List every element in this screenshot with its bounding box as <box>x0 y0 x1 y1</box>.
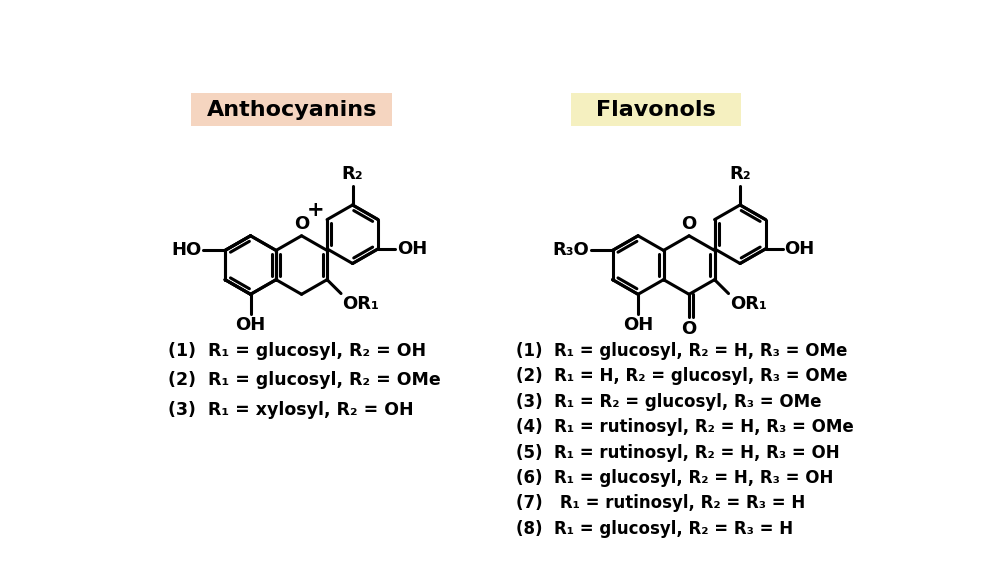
Text: OR₁: OR₁ <box>343 295 379 313</box>
Text: O: O <box>681 215 697 233</box>
FancyBboxPatch shape <box>571 93 741 126</box>
FancyBboxPatch shape <box>191 93 392 126</box>
Text: (3)  R₁ = R₂ = glucosyl, R₃ = OMe: (3) R₁ = R₂ = glucosyl, R₃ = OMe <box>516 393 822 411</box>
Text: Anthocyanins: Anthocyanins <box>206 100 377 119</box>
Text: R₃O: R₃O <box>553 242 589 259</box>
Text: (1)  R₁ = glucosyl, R₂ = H, R₃ = OMe: (1) R₁ = glucosyl, R₂ = H, R₃ = OMe <box>516 342 848 360</box>
Text: R₂: R₂ <box>729 165 751 183</box>
Text: O: O <box>294 215 309 233</box>
Text: O: O <box>681 320 697 338</box>
Text: R₂: R₂ <box>342 165 363 183</box>
Text: OH: OH <box>397 240 427 258</box>
Text: (6)  R₁ = glucosyl, R₂ = H, R₃ = OH: (6) R₁ = glucosyl, R₂ = H, R₃ = OH <box>516 469 834 487</box>
Text: OR₁: OR₁ <box>730 295 767 313</box>
Text: (2)  R₁ = H, R₂ = glucosyl, R₃ = OMe: (2) R₁ = H, R₂ = glucosyl, R₃ = OMe <box>516 367 848 385</box>
Text: (7)   R₁ = rutinosyl, R₂ = R₃ = H: (7) R₁ = rutinosyl, R₂ = R₃ = H <box>516 495 806 512</box>
Text: (2)  R₁ = glucosyl, R₂ = OMe: (2) R₁ = glucosyl, R₂ = OMe <box>168 371 440 389</box>
Text: (4)  R₁ = rutinosyl, R₂ = H, R₃ = OMe: (4) R₁ = rutinosyl, R₂ = H, R₃ = OMe <box>516 418 854 436</box>
Text: (1)  R₁ = glucosyl, R₂ = OH: (1) R₁ = glucosyl, R₂ = OH <box>168 342 426 360</box>
Text: OH: OH <box>235 316 266 334</box>
Text: OH: OH <box>784 240 814 258</box>
Text: (3)  R₁ = xylosyl, R₂ = OH: (3) R₁ = xylosyl, R₂ = OH <box>168 401 413 419</box>
Text: OH: OH <box>623 316 653 334</box>
Text: +: + <box>307 200 324 220</box>
Text: (5)  R₁ = rutinosyl, R₂ = H, R₃ = OH: (5) R₁ = rutinosyl, R₂ = H, R₃ = OH <box>516 444 840 462</box>
Text: (8)  R₁ = glucosyl, R₂ = R₃ = H: (8) R₁ = glucosyl, R₂ = R₃ = H <box>516 520 794 538</box>
Text: Flavonols: Flavonols <box>596 100 716 119</box>
Text: HO: HO <box>172 242 202 259</box>
